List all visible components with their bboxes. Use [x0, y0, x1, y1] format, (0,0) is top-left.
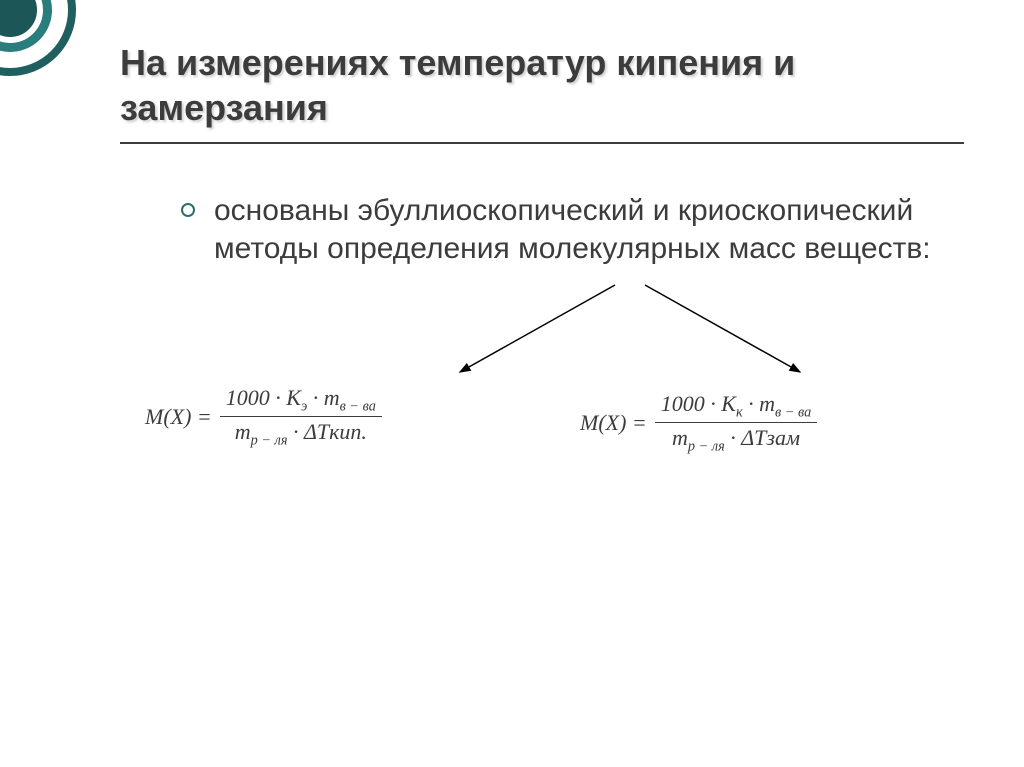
corner-rings-icon: [0, 0, 130, 130]
formula-numerator: 1000 · Kэ · mв − ва: [220, 383, 382, 417]
formula-denominator: mp − ля · ΔTкип.: [229, 417, 373, 451]
formula-diagram: M(X) = 1000 · Kэ · mв − ва mp − ля · ΔTк…: [180, 287, 964, 517]
formula-lhs: M(X) =: [580, 410, 647, 436]
bullet-open-circle-icon: [180, 202, 196, 218]
formula-cryoscopic: M(X) = 1000 · Kк · mв − ва mp − ля · ΔTз…: [580, 389, 817, 457]
formula-numerator: 1000 · Kк · mв − ва: [655, 389, 818, 423]
bullet-text: основаны эбуллиоскопический и криоскопич…: [214, 192, 964, 269]
formula-denominator: mp − ля · ΔTзам: [666, 423, 806, 457]
slide-body: основаны эбуллиоскопический и криоскопич…: [120, 192, 964, 517]
branch-arrows-icon: [400, 277, 860, 387]
slide-title: На измерениях температур кипения и замер…: [120, 40, 964, 144]
formula-ebullioscopic: M(X) = 1000 · Kэ · mв − ва mp − ля · ΔTк…: [145, 383, 382, 451]
formula-lhs: M(X) =: [145, 404, 212, 430]
